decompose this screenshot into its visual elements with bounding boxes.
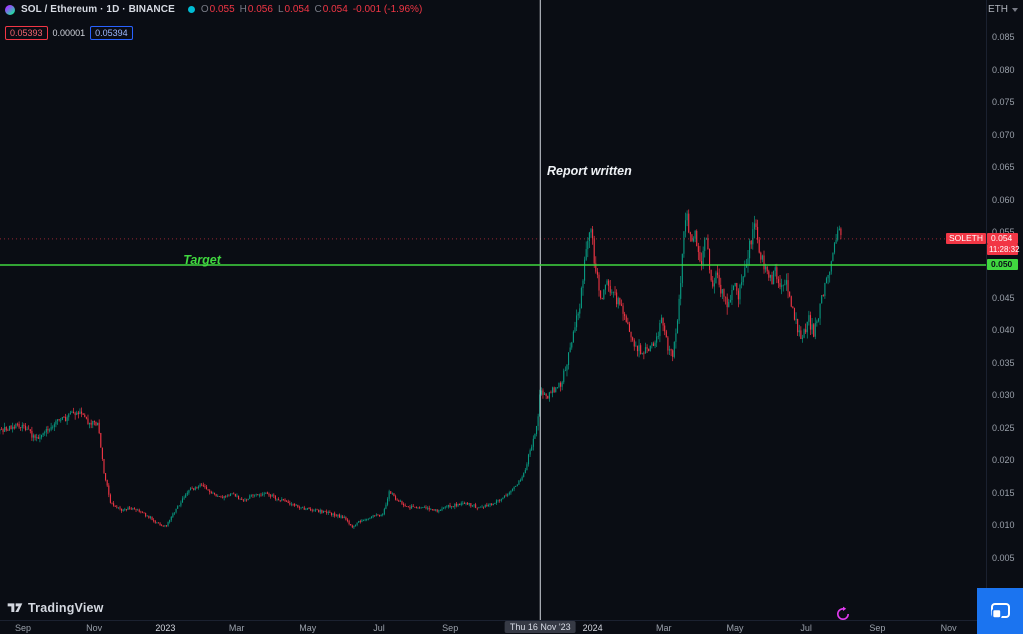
price-tick: 0.055 [992,227,1015,238]
high-price-chip[interactable]: 0.05394 [90,26,133,40]
price-tick: 0.070 [992,129,1015,140]
price-tick: 0.020 [992,455,1015,466]
time-tick: Jul [800,623,812,633]
price-tick: 0.080 [992,64,1015,75]
change-value: -0.001 (-1.96%) [352,4,423,15]
low-price-chip[interactable]: 0.05393 [5,26,48,40]
symbol-legend: SOL / Ethereum · 1D · BINANCE O 0.055 H … [5,3,422,16]
open-label: O [200,4,209,15]
time-tick: Sep [14,623,32,633]
price-axis[interactable]: 0.085 0.080 0.075 0.070 0.065 0.060 0.055 0.050… [986,0,1023,620]
time-tick: 2023 [155,623,176,633]
ohlc-values: O 0.055 H 0.056 L 0.054 C 0.054 -0.001 (… [201,4,422,15]
price-tick: 0.075 [992,97,1015,108]
price-tick: 0.010 [992,520,1015,531]
time-tick: Sep [442,623,459,633]
spread-value: 0.00001 [52,28,86,38]
bar-countdown-badge: 11:28:32 [987,244,1020,256]
last-price-badge: 0.054 [987,233,1018,245]
close-label: C [314,4,322,15]
price-tick: 0.045 [992,292,1015,303]
symbol-title[interactable]: SOL / Ethereum · 1D · BINANCE [21,4,175,15]
price-tick: 0.015 [992,487,1015,498]
time-tick: May [726,623,744,633]
time-tick: May [299,623,317,633]
high-label: H [239,4,247,15]
brand-name: TradingView [28,601,104,615]
time-tick: Sep [869,623,886,633]
low-label: L [277,4,284,15]
price-tick: 0.005 [992,553,1015,563]
price-tick: 0.085 [992,32,1015,42]
candle-wicks-down [1,209,842,529]
price-tick: 0.040 [992,325,1015,336]
currency-toggle-button[interactable]: ETH [988,4,1018,15]
annotation-target-label[interactable]: Target [183,253,221,268]
price-tick: 0.025 [992,422,1015,433]
symbol-price-tag: SOLETH [945,233,986,245]
candle-bodies-down [0,213,842,528]
tradingview-logo-icon [7,603,23,612]
candle-bodies-up [0,213,840,528]
time-tick: Mar [228,623,245,633]
candle-wicks-up [0,210,840,529]
snapshot-icon [991,603,1010,619]
close-value: 0.054 [322,4,348,15]
price-tick: 0.065 [992,162,1015,173]
price-tick: 0.060 [992,194,1015,205]
tradingview-logo[interactable]: TradingView [7,601,104,615]
solana-logo-icon [5,4,15,15]
price-tick: 0.035 [992,357,1015,368]
replay-icon[interactable] [835,606,851,622]
open-value: 0.055 [209,4,235,15]
time-tick: Jul [373,623,385,633]
time-tick: 2024 [582,623,603,633]
chevron-down-icon [1012,7,1018,12]
low-value: 0.054 [284,4,310,15]
event-date-badge: Thu 16 Nov '23 [504,621,576,633]
high-value: 0.056 [247,4,273,15]
target-price-badge: 0.050 [987,259,1018,271]
snapshot-button[interactable] [977,588,1023,634]
time-tick: Mar [656,623,672,633]
currency-label: ETH [988,4,1008,15]
time-tick: Nov [86,623,103,633]
price-range-chips: 0.05393 0.00001 0.05394 [5,26,133,40]
market-status-icon [187,6,195,13]
time-axis[interactable]: Sep Nov 2023 Mar May Jul Sep 2024 Mar May Jul Sep No… [0,620,1023,634]
annotation-report-written[interactable]: Report written [547,163,632,178]
price-tick: 0.030 [992,390,1015,401]
time-tick: Nov [940,623,957,633]
